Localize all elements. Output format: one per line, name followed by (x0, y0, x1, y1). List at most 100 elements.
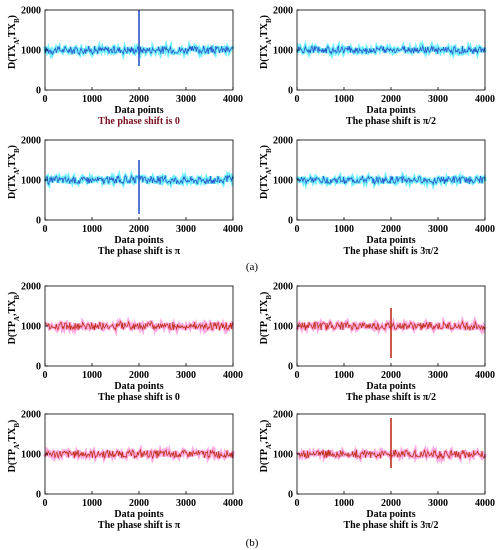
x-axis-label: Data points (114, 105, 163, 116)
y-tick-label: 1000 (21, 450, 41, 461)
chart-panel-1: 0 1000 2000 3000 4000010002000D(TXA,TXB)Data… (7, 6, 243, 128)
chart-panel-4: 0 1000 2000 3000 4000010002000D(TXA,TXB)Data… (259, 136, 495, 258)
x-tick-label: 2000 (129, 498, 149, 509)
y-tick-label: 1000 (21, 322, 41, 333)
series-line (296, 44, 486, 56)
x-tick-label: 2000 (381, 498, 401, 509)
x-axis-label: Data points (366, 509, 415, 520)
y-tick-label: 0 (36, 86, 41, 97)
x-tick-label: 0 (295, 224, 300, 235)
figure-label-b: (b) (246, 537, 259, 549)
x-tick-label: 4000 (475, 498, 495, 509)
chart-caption: The phase shift is 3π/2 (344, 246, 439, 257)
x-tick-label: 2000 (381, 94, 401, 105)
series-line (44, 448, 234, 460)
chart-panel-5: 0 1000 2000 3000 4000010002000D(TPA,TXB)Data… (7, 282, 243, 404)
chart-caption: The phase shift is 0 (98, 392, 180, 403)
x-tick-label: 2000 (129, 94, 149, 105)
chart-caption: The phase shift is π (98, 246, 181, 257)
x-tick-label: 4000 (223, 498, 243, 509)
chart-caption: The phase shift is 3π/2 (344, 520, 439, 531)
x-tick-label: 3000 (176, 224, 196, 235)
x-tick-label: 4000 (223, 94, 243, 105)
y-axis-label: D(TPA,TXB) (259, 292, 273, 345)
y-tick-label: 0 (36, 216, 41, 227)
x-axis-label: Data points (114, 381, 163, 392)
y-tick-label: 2000 (273, 410, 293, 421)
y-tick-label: 1000 (273, 176, 293, 187)
chart-panel-3: 0 1000 2000 3000 4000010002000D(TXA,TXB)Data… (7, 136, 243, 258)
x-tick-label: 3000 (428, 498, 448, 509)
x-axis-label: Data points (366, 105, 415, 116)
y-tick-label: 2000 (21, 410, 41, 421)
x-tick-label: 4000 (223, 370, 243, 381)
series-line (296, 174, 486, 186)
y-tick-label: 0 (36, 362, 41, 373)
x-axis-label: Data points (366, 235, 415, 246)
y-tick-label: 0 (288, 490, 293, 501)
y-tick-label: 0 (288, 362, 293, 373)
x-tick-label: 2000 (381, 224, 401, 235)
y-tick-label: 0 (288, 86, 293, 97)
x-tick-label: 3000 (176, 94, 196, 105)
x-tick-label: 0 (295, 370, 300, 381)
y-tick-label: 0 (288, 216, 293, 227)
x-tick-label: 1000 (334, 370, 354, 381)
x-tick-label: 3000 (176, 370, 196, 381)
x-tick-label: 3000 (428, 224, 448, 235)
y-tick-label: 2000 (273, 136, 293, 147)
chart-caption: The phase shift is π (98, 520, 181, 531)
y-tick-label: 1000 (273, 450, 293, 461)
chart-panel-6: 0 1000 2000 3000 4000010002000D(TPA,TXB)Data… (259, 282, 495, 404)
x-tick-label: 1000 (82, 94, 102, 105)
y-axis-label: D(TPA,TXB) (7, 420, 21, 473)
y-tick-label: 2000 (21, 282, 41, 293)
chart-caption: The phase shift is π/2 (346, 392, 436, 403)
series-line (45, 320, 234, 332)
x-tick-label: 3000 (428, 94, 448, 105)
x-tick-label: 1000 (334, 224, 354, 235)
y-tick-label: 2000 (273, 6, 293, 17)
x-tick-label: 0 (43, 224, 48, 235)
y-tick-label: 2000 (273, 282, 293, 293)
x-tick-label: 0 (43, 94, 48, 105)
x-tick-label: 3000 (428, 370, 448, 381)
x-tick-label: 1000 (82, 498, 102, 509)
x-axis-label: Data points (366, 381, 415, 392)
y-axis-label: D(TXA,TXB) (7, 145, 21, 199)
x-tick-label: 2000 (381, 370, 401, 381)
x-tick-label: 4000 (475, 370, 495, 381)
x-tick-label: 2000 (129, 224, 149, 235)
y-tick-label: 1000 (21, 46, 41, 57)
x-tick-label: 0 (43, 370, 48, 381)
x-tick-label: 1000 (334, 498, 354, 509)
x-tick-label: 2000 (129, 370, 149, 381)
y-tick-label: 1000 (21, 176, 41, 187)
y-tick-label: 2000 (21, 6, 41, 17)
y-tick-label: 0 (36, 490, 41, 501)
x-axis-label: Data points (114, 509, 163, 520)
x-tick-label: 1000 (82, 370, 102, 381)
y-axis-label: D(TPA,TXB) (7, 292, 21, 345)
x-tick-label: 4000 (475, 224, 495, 235)
chart-caption: The phase shift is 0 (98, 116, 180, 127)
x-tick-label: 0 (295, 498, 300, 509)
chart-panel-2: 0 1000 2000 3000 4000010002000D(TXA,TXB)Data… (259, 6, 495, 128)
y-tick-label: 1000 (273, 46, 293, 57)
y-tick-label: 2000 (21, 136, 41, 147)
x-tick-label: 0 (295, 94, 300, 105)
x-tick-label: 4000 (475, 94, 495, 105)
x-tick-label: 1000 (334, 94, 354, 105)
y-tick-label: 1000 (273, 322, 293, 333)
x-axis-label: Data points (114, 235, 163, 246)
chart-panel-8: 0 1000 2000 3000 4000010002000D(TPA,TXB)Data… (259, 410, 495, 532)
x-tick-label: 1000 (82, 224, 102, 235)
y-axis-label: D(TXA,TXB) (7, 15, 21, 69)
x-tick-label: 0 (43, 498, 48, 509)
figure-label-a: (a) (246, 261, 259, 273)
y-axis-label: D(TPA,TXB) (259, 420, 273, 473)
x-tick-label: 3000 (176, 498, 196, 509)
chart-panel-7: 0 1000 2000 3000 4000010002000D(TPA,TXB)Data… (7, 410, 243, 532)
y-axis-label: D(TXA,TXB) (259, 15, 273, 69)
